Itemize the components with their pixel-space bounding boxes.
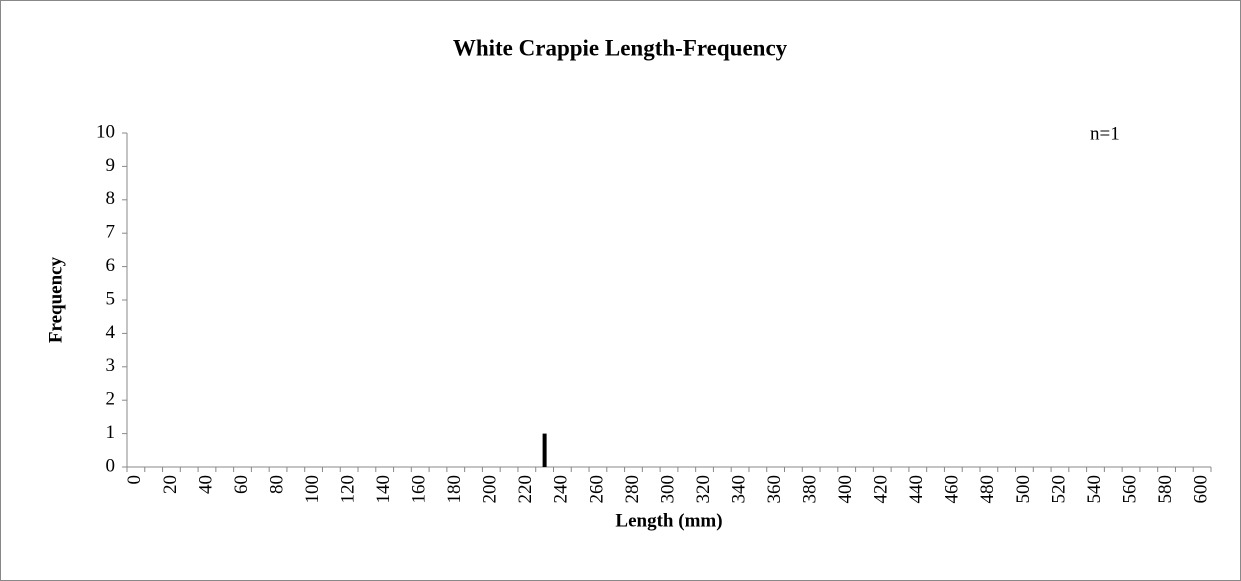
y-tick-label: 9 [106,155,116,176]
x-tick-label: 200 [480,475,501,504]
x-tick-label: 0 [124,475,145,485]
x-tick-label: 300 [657,475,678,504]
x-tick-label: 380 [800,475,821,504]
x-tick-label: 340 [728,475,749,504]
y-tick-label: 6 [106,255,116,276]
x-tick-label: 320 [693,475,714,504]
y-tick-label: 4 [106,322,116,343]
y-tick-label: 10 [96,121,115,142]
x-axis-label: Length (mm) [615,510,722,531]
x-tick-label: 600 [1190,475,1211,504]
y-tick-label: 5 [106,288,116,309]
x-tick-label: 280 [622,475,643,504]
chart-title: White Crappie Length-Frequency [453,35,788,60]
x-tick-label: 240 [551,475,572,504]
x-tick-label: 400 [835,475,856,504]
y-tick-label: 2 [106,389,116,410]
x-tick-label: 540 [1084,475,1105,504]
y-tick-label: 8 [106,188,116,209]
y-tick-label: 7 [106,222,116,243]
x-tick-label: 520 [1048,475,1069,504]
y-tick-label: 3 [106,355,116,376]
x-tick-label: 220 [515,475,536,504]
x-tick-label: 80 [266,475,287,494]
x-tick-label: 100 [302,475,323,504]
x-tick-label: 260 [586,475,607,504]
x-tick-label: 580 [1155,475,1176,504]
bar [542,433,547,467]
y-tick-label: 0 [106,455,116,476]
annotation: n=1 [1090,123,1120,144]
y-axis-label: Frequency [45,256,66,343]
x-tick-label: 500 [1013,475,1034,504]
x-tick-label: 360 [764,475,785,504]
y-tick-label: 1 [106,422,116,443]
x-tick-label: 180 [444,475,465,504]
x-tick-label: 20 [160,475,181,494]
x-tick-label: 120 [337,475,358,504]
x-tick-label: 40 [195,475,216,494]
x-tick-label: 560 [1119,475,1140,504]
x-tick-label: 140 [373,475,394,504]
x-tick-label: 460 [942,475,963,504]
x-tick-label: 440 [906,475,927,504]
x-tick-label: 160 [409,475,430,504]
x-tick-label: 60 [231,475,252,494]
x-tick-label: 480 [977,475,998,504]
x-tick-label: 420 [871,475,892,504]
